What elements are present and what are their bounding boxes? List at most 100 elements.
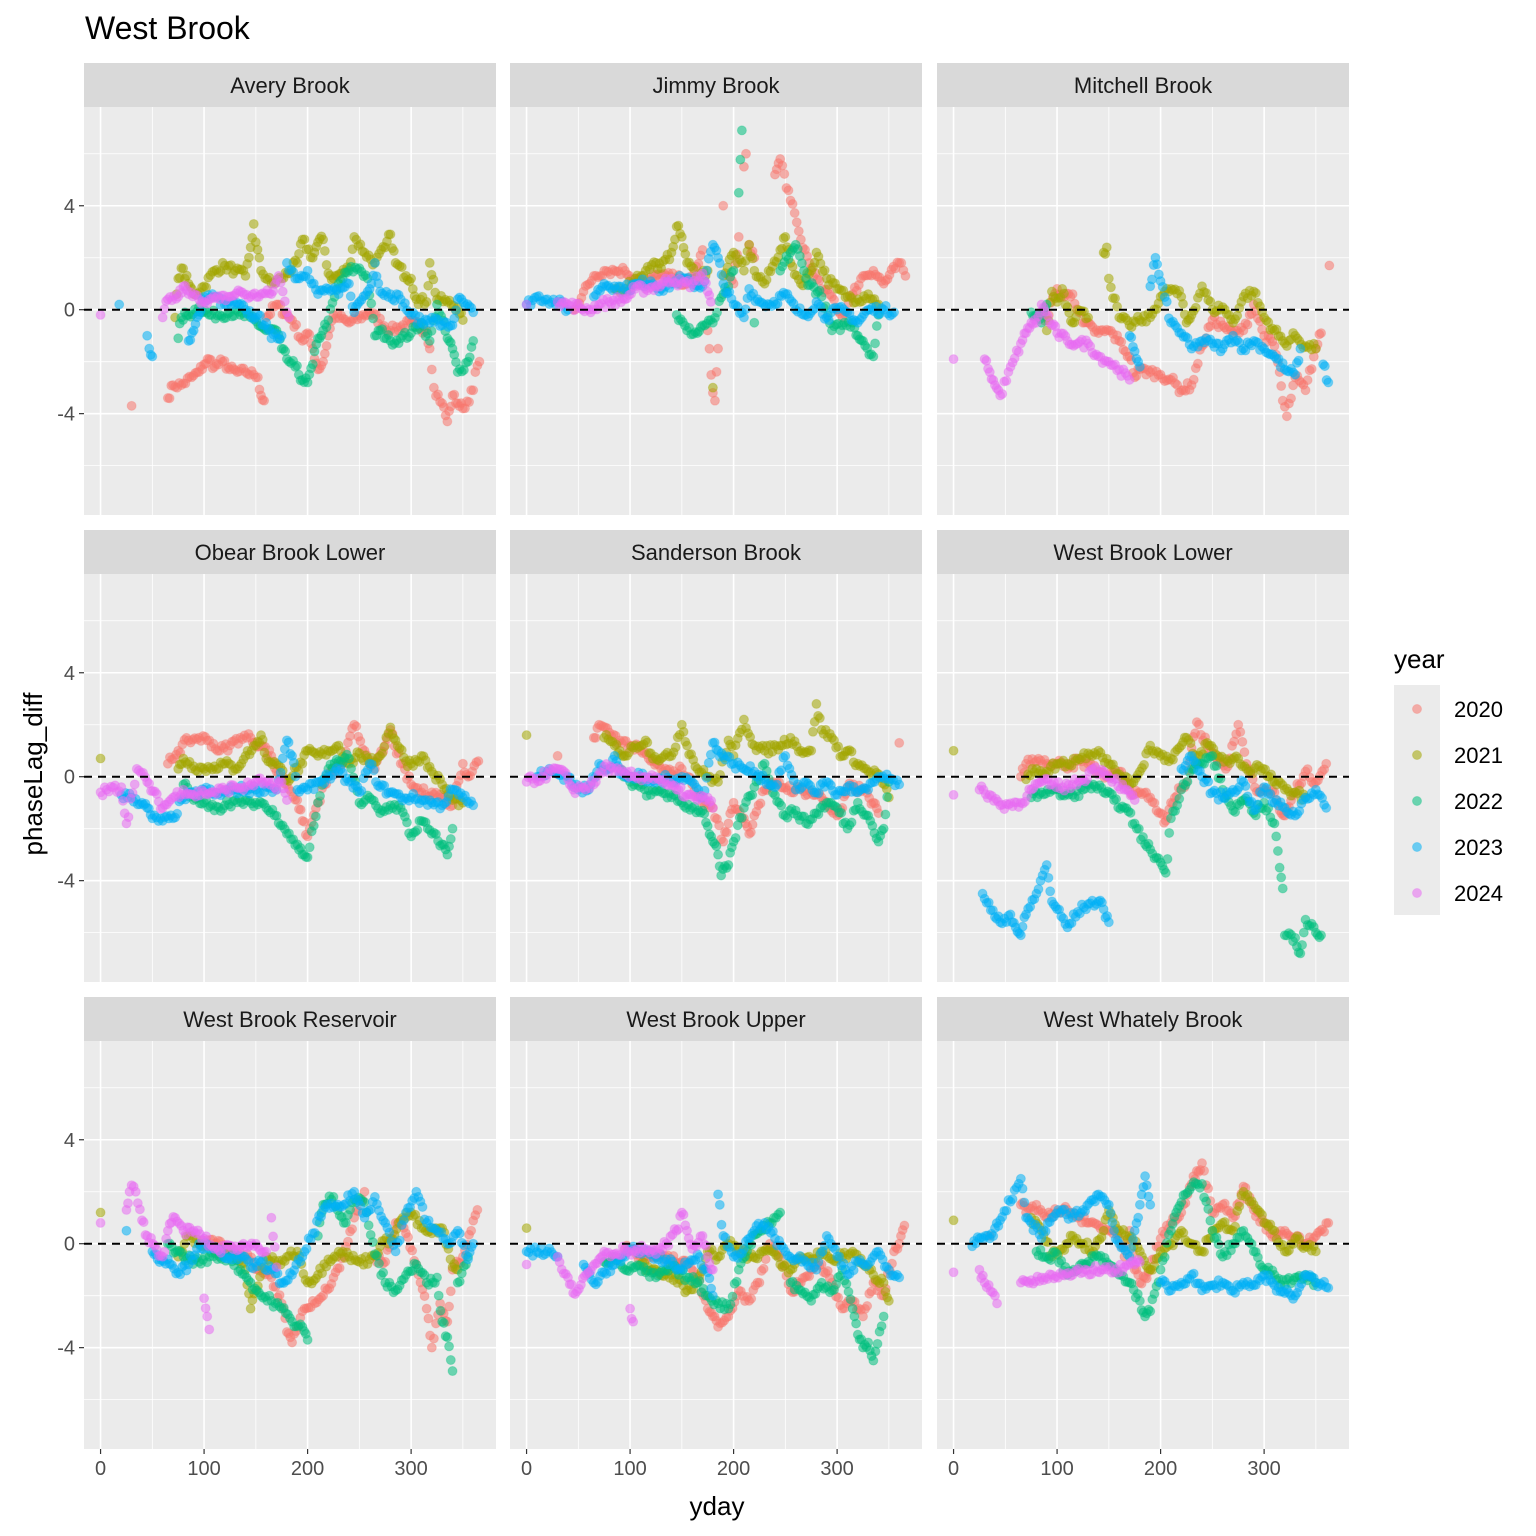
data-point — [709, 395, 720, 406]
data-point — [200, 1303, 211, 1314]
data-point — [1103, 917, 1114, 928]
data-point — [321, 340, 332, 351]
data-point — [301, 1243, 312, 1254]
data-point — [142, 330, 153, 341]
data-point — [138, 1217, 149, 1228]
series-2023 — [521, 239, 900, 328]
data-point — [1041, 860, 1052, 871]
data-point — [789, 208, 800, 219]
data-point — [1277, 883, 1288, 894]
data-point — [281, 795, 292, 806]
data-point — [134, 1204, 145, 1215]
facet-strip-label: Jimmy Brook — [652, 73, 780, 98]
data-point — [445, 1355, 456, 1366]
data-point — [772, 779, 783, 790]
data-point — [288, 757, 299, 768]
data-point — [754, 1277, 765, 1288]
data-point — [707, 382, 718, 393]
data-point — [1125, 807, 1136, 818]
data-point — [310, 811, 321, 822]
data-point — [433, 1290, 444, 1301]
data-point — [240, 270, 251, 281]
data-point — [675, 782, 686, 793]
x-tick-label: 300 — [394, 1458, 427, 1480]
data-point — [1286, 393, 1297, 404]
data-point — [948, 789, 959, 800]
data-point — [871, 321, 882, 332]
data-point — [948, 745, 959, 756]
data-point — [814, 713, 825, 724]
data-point — [948, 354, 959, 365]
data-point — [457, 315, 468, 326]
x-tick-label: 200 — [291, 1458, 324, 1480]
facet-panel: Avery Brook-404 — [57, 63, 496, 515]
data-point — [181, 270, 192, 281]
data-point — [723, 860, 734, 871]
y-tick-label: 0 — [64, 300, 75, 322]
data-point — [1271, 831, 1282, 842]
data-point — [173, 333, 184, 344]
data-point — [744, 239, 755, 250]
facet-panel: Mitchell Brook — [937, 63, 1349, 515]
data-point — [291, 319, 302, 330]
data-point — [1235, 726, 1246, 737]
data-point — [401, 817, 412, 828]
data-point — [1215, 773, 1226, 784]
y-tick-label: -4 — [57, 1338, 75, 1360]
data-point — [122, 1198, 133, 1209]
data-point — [438, 1317, 449, 1328]
data-point — [1182, 776, 1193, 787]
data-point — [716, 269, 727, 280]
data-point — [727, 1291, 738, 1302]
data-point — [868, 351, 879, 362]
data-point — [95, 1207, 106, 1218]
data-point — [424, 257, 435, 268]
facet-panel: West Brook Lower — [937, 530, 1349, 982]
data-point — [883, 1295, 894, 1306]
data-point — [1281, 411, 1292, 422]
data-point — [259, 395, 270, 406]
data-point — [466, 1225, 477, 1236]
data-point — [252, 372, 263, 383]
data-point — [243, 252, 254, 263]
data-point — [442, 416, 453, 427]
data-point — [806, 745, 817, 756]
data-point — [367, 1237, 378, 1248]
data-point — [1295, 948, 1306, 959]
data-point — [846, 817, 857, 828]
data-point — [423, 280, 434, 291]
data-point — [428, 1333, 439, 1344]
data-point — [421, 1303, 432, 1314]
data-point — [1013, 346, 1024, 357]
data-point — [318, 356, 329, 367]
x-tick-label: 100 — [187, 1458, 220, 1480]
data-point — [116, 782, 127, 793]
data-point — [1192, 358, 1203, 369]
data-point — [1067, 289, 1078, 300]
data-point — [95, 309, 106, 320]
data-point — [1105, 282, 1116, 293]
data-point — [1162, 853, 1173, 864]
data-point — [344, 278, 355, 289]
data-point — [697, 244, 708, 255]
data-point — [445, 1286, 456, 1297]
data-point — [126, 400, 137, 411]
data-point — [321, 259, 332, 270]
data-point — [900, 270, 911, 281]
data-point — [178, 263, 189, 274]
data-point — [95, 753, 106, 764]
data-point — [356, 785, 367, 796]
data-point — [279, 296, 290, 307]
data-point — [277, 286, 288, 297]
data-point — [454, 1228, 465, 1239]
data-point — [268, 1231, 279, 1242]
data-point — [723, 818, 734, 829]
data-point — [735, 154, 746, 165]
data-point — [777, 160, 788, 171]
data-point — [444, 1301, 455, 1312]
data-point — [388, 246, 399, 257]
data-point — [129, 779, 140, 790]
data-point — [266, 1212, 277, 1223]
data-point — [846, 746, 857, 757]
data-point — [1300, 385, 1311, 396]
